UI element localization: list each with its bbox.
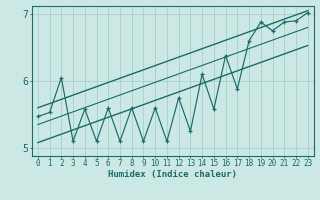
- X-axis label: Humidex (Indice chaleur): Humidex (Indice chaleur): [108, 170, 237, 179]
